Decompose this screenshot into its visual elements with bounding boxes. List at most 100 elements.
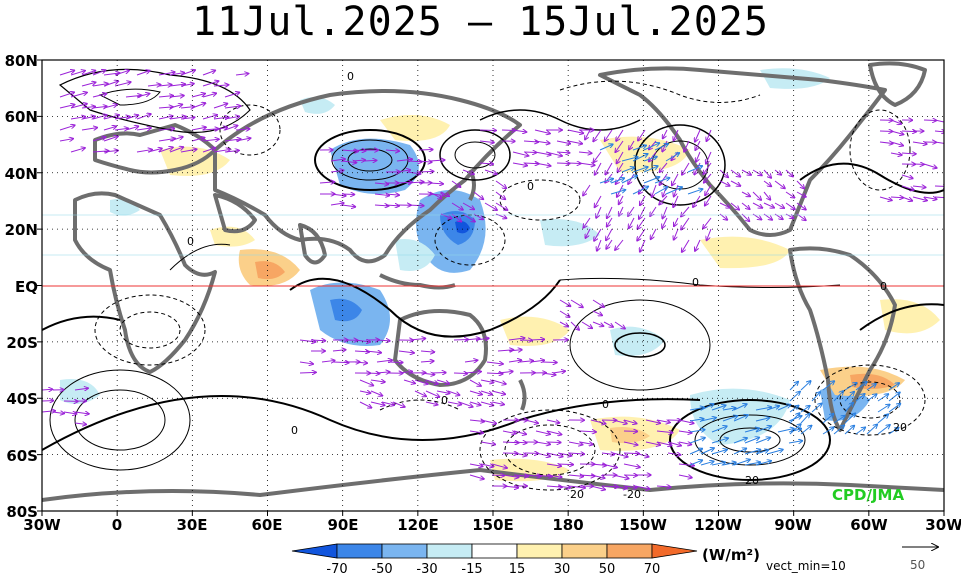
contour-label: 20 xyxy=(745,474,759,487)
wind-vector xyxy=(719,169,728,177)
wind-vector xyxy=(703,162,712,174)
wind-vector xyxy=(822,381,834,391)
wind-vector xyxy=(567,129,583,133)
wind-vector xyxy=(590,464,606,465)
wind-vector xyxy=(785,169,793,176)
wind-vector xyxy=(800,381,811,391)
wind-vector xyxy=(407,205,424,206)
wind-vector xyxy=(530,339,544,340)
wind-vector xyxy=(640,195,646,205)
wind-vector xyxy=(687,166,702,173)
wind-vector xyxy=(704,173,712,183)
wind-vector xyxy=(396,182,412,183)
colorbar-segment xyxy=(381,543,428,559)
wind-vector xyxy=(752,202,762,208)
colorbar-tick-label: -30 xyxy=(416,562,437,575)
contour-label: 0 xyxy=(880,280,887,293)
wind-vector xyxy=(796,180,804,188)
wind-vector xyxy=(639,206,646,219)
wind-vector xyxy=(616,173,624,184)
wind-vector xyxy=(365,351,381,353)
wind-vector xyxy=(524,475,541,476)
wind-vector xyxy=(202,81,218,87)
colorbar-tick-label: -50 xyxy=(371,562,392,575)
wind-vector xyxy=(614,321,625,329)
lon-label: 30W xyxy=(23,516,61,534)
wind-vector xyxy=(785,213,793,218)
wind-vector xyxy=(651,228,657,239)
wind-vector xyxy=(643,157,657,162)
wind-vector xyxy=(125,115,138,120)
wind-vector xyxy=(523,141,538,142)
wind-vector xyxy=(866,394,877,402)
wind-vector xyxy=(180,84,194,86)
wind-vector xyxy=(559,299,570,306)
wind-vector xyxy=(866,425,877,435)
wind-vector xyxy=(42,411,55,412)
wind-vector xyxy=(567,163,581,164)
vect-min-label: vect_min=10 xyxy=(766,559,846,573)
wind-vector xyxy=(59,139,73,141)
wind-vector xyxy=(125,126,138,131)
lat-label: 80N xyxy=(5,52,38,70)
wind-vector xyxy=(235,74,248,75)
wind-vector xyxy=(755,450,768,455)
wind-vector xyxy=(341,161,356,163)
wind-vector xyxy=(678,419,694,423)
wind-vector xyxy=(202,129,219,130)
wind-vector xyxy=(81,128,97,130)
wind-vector xyxy=(513,430,526,434)
wind-vector xyxy=(844,403,853,413)
wind-vector xyxy=(890,197,903,198)
wind-vector xyxy=(169,137,183,142)
wind-vector xyxy=(491,390,505,394)
wind-vector xyxy=(777,405,790,411)
wind-vector xyxy=(556,141,570,144)
lat-label: 60S xyxy=(6,447,38,465)
wind-vector xyxy=(744,428,759,433)
wind-vector xyxy=(70,117,85,119)
wind-vector xyxy=(534,151,551,155)
wind-vector xyxy=(180,117,195,119)
wind-vector xyxy=(202,139,219,141)
wind-vector xyxy=(833,425,844,435)
wind-vector xyxy=(730,169,740,177)
wind-vector xyxy=(59,92,74,98)
wind-vector xyxy=(191,127,206,131)
wind-vector xyxy=(656,441,671,445)
lat-label: 20N xyxy=(5,221,38,239)
wind-vector xyxy=(103,126,116,131)
wind-vector xyxy=(879,196,892,200)
wind-vector xyxy=(674,129,679,140)
wind-vector xyxy=(74,412,89,414)
wind-vector xyxy=(330,194,346,196)
wind-vector xyxy=(534,141,550,143)
wind-vector xyxy=(552,371,565,373)
wind-vector xyxy=(462,202,474,209)
wind-vector xyxy=(645,441,660,445)
wind-vector xyxy=(607,217,613,227)
wind-vector xyxy=(665,153,679,162)
wind-vector xyxy=(158,116,173,120)
wind-vector xyxy=(689,438,705,444)
wind-vector xyxy=(877,405,890,413)
wind-vector xyxy=(705,195,712,205)
wind-vector xyxy=(663,129,668,138)
wind-vector xyxy=(114,128,128,130)
wind-vector xyxy=(594,228,602,241)
wind-vector xyxy=(662,217,668,228)
wind-vector xyxy=(480,419,496,423)
wind-vector xyxy=(202,148,215,153)
wind-vector xyxy=(147,85,160,86)
wind-vector xyxy=(597,239,602,251)
wind-vector xyxy=(689,419,703,421)
wind-vector xyxy=(392,401,405,407)
wind-vector xyxy=(612,452,628,457)
wind-vector xyxy=(52,412,64,413)
colorbar-segment xyxy=(651,543,698,559)
wind-vector xyxy=(330,203,344,205)
wind-vector xyxy=(557,464,573,465)
wind-vector xyxy=(707,129,712,141)
wind-vector xyxy=(224,139,241,141)
wind-vector xyxy=(592,310,602,315)
